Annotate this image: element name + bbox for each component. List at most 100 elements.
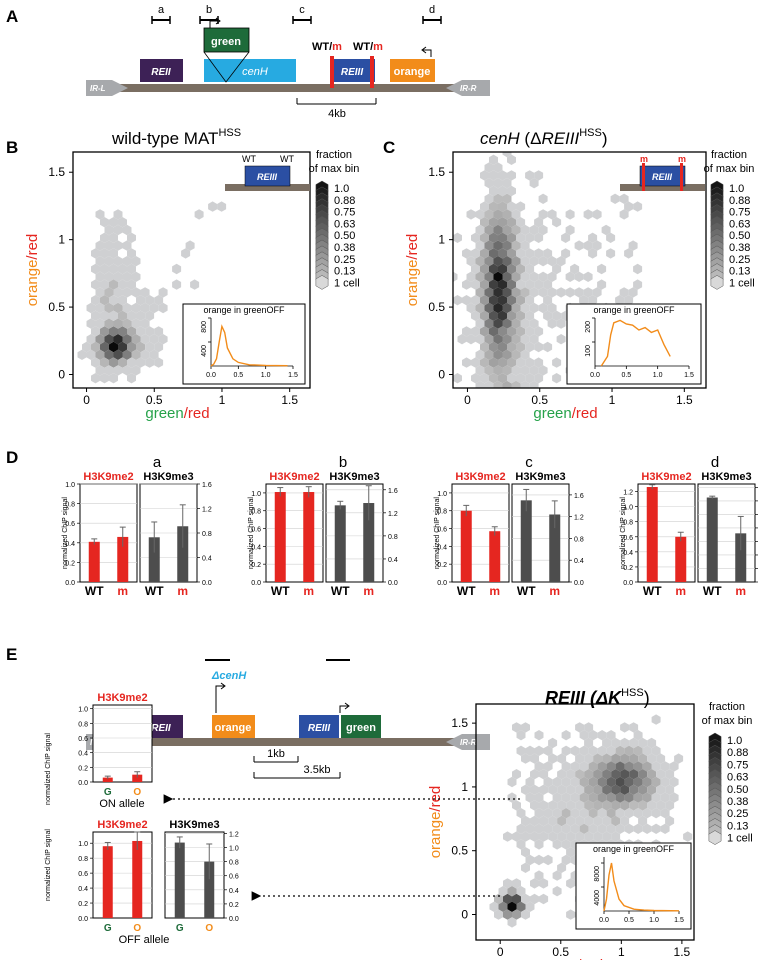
scatter-hex-bin: [561, 730, 571, 741]
bar-y-tick-label: 0.6: [78, 871, 88, 878]
scatter-hex-bin: [521, 815, 530, 827]
scatter-hex-bin: [579, 745, 589, 756]
scatter-hex-bin: [548, 815, 558, 827]
scatter-hex-bin: [86, 318, 96, 329]
legend-label: 0.75: [334, 207, 355, 219]
scatter-hex-bin: [606, 792, 616, 803]
scatter-hex-bin: [512, 396, 521, 406]
scatter-hex-bin: [95, 365, 105, 376]
scatter-hex-bin: [565, 224, 575, 236]
scatter-hex-bin: [471, 263, 480, 275]
bar-G: [102, 846, 113, 918]
legend-label: 0.13: [334, 266, 355, 278]
scatter-hex-bin: [462, 357, 471, 368]
scatter-hex-bin: [109, 373, 118, 384]
scatter-hex-bin: [489, 232, 498, 243]
bar-y-tick-label: 0.0: [574, 580, 584, 587]
scatter-hex-bin: [516, 263, 526, 275]
scatter-hex-bin: [511, 224, 521, 236]
scatter-hex-bin: [624, 761, 634, 772]
scatter-hex-bin: [588, 823, 598, 834]
scatter-hex-bin: [480, 201, 489, 212]
scatter-hex-bin: [502, 380, 512, 388]
scatter-hex-bin: [484, 287, 494, 298]
scatter-hex-bin: [498, 248, 507, 259]
legend-label: 0.50: [334, 230, 355, 242]
promoter-arrow-orange: [423, 49, 432, 57]
bar-title: H3K9me2: [97, 819, 147, 831]
scatter-hex-bin: [109, 326, 118, 337]
inset-x-tick-label: 1.5: [674, 917, 684, 924]
scatter-hex-bin: [638, 753, 648, 764]
scatter-hex-bin: [498, 373, 507, 384]
scatter-hex-bin: [100, 310, 109, 321]
panel-e-off-ylabel: normalized ChIP signal: [45, 829, 52, 901]
scatter-hex-bin: [538, 224, 548, 236]
scatter-hex-bin: [525, 170, 535, 181]
scatter-hex-bin: [489, 389, 498, 399]
bar-y-tick-label: 0.6: [623, 535, 633, 542]
panel-d-ylabel: normalized ChIP signal: [620, 497, 627, 569]
scatter-hex-bin: [669, 761, 679, 772]
scatter-hex-bin: [588, 776, 598, 788]
scatter-hex-bin: [570, 776, 580, 788]
panel-d-ylabel: normalized ChIP signal: [434, 497, 441, 569]
scatter-hex-bin: [529, 302, 539, 314]
scatter-hex-bin: [561, 823, 571, 834]
bar-title: H3K9me2: [455, 471, 505, 483]
panel-e-on-ylabel: normalized ChIP signal: [45, 733, 52, 805]
scatter-hex-bin: [511, 287, 521, 298]
scatter-hex-bin: [503, 893, 512, 905]
scatter-hex-bin: [95, 240, 105, 251]
scatter-hex-bin: [611, 815, 621, 827]
scatter-hex-bin: [534, 823, 544, 834]
green-reporter-box: [203, 27, 250, 53]
scatter-hex-bin: [606, 776, 616, 788]
bar-frame: [92, 704, 153, 783]
scatter-hex-bin: [534, 854, 544, 866]
scatter-hex-bin: [498, 389, 507, 399]
bar-y-tick-label: 0.0: [78, 916, 88, 923]
scatter-hex-bin: [529, 178, 539, 189]
scatter-hex-bin: [638, 815, 648, 827]
scatter-hex-bin: [543, 854, 553, 866]
y-axis-label: orange/red: [24, 234, 41, 307]
scatter-hex-bin: [516, 326, 526, 337]
scatter-hex-bin: [602, 784, 612, 795]
panel-letter-d: D: [6, 448, 18, 467]
scatter-hex-bin: [579, 792, 589, 803]
scatter-hex-bin: [493, 209, 503, 220]
scatter-hex-bin: [154, 357, 164, 368]
scatter-hex-bin: [633, 730, 643, 741]
scatter-hex-bin: [136, 326, 146, 337]
bar-y-tick-label: 1.2: [202, 507, 212, 514]
scatter-hex-bin: [453, 295, 462, 306]
scatter-hex-bin: [620, 737, 630, 749]
scatter-hex-bin: [480, 263, 489, 275]
scatter-hex-bin: [516, 232, 526, 243]
scatter-hex-bin: [624, 201, 634, 212]
bar-WT: [88, 541, 100, 582]
scatter-hex-bin: [100, 341, 109, 353]
scatter-hex-bin: [543, 808, 553, 819]
scatter-hex-bin: [145, 357, 155, 368]
scatter-hex-bin: [516, 357, 526, 368]
reiii-box-e: [299, 715, 339, 738]
scatter-hex-bin: [629, 769, 639, 780]
scatter-hex-bin: [520, 349, 530, 360]
scatter-hex-bin: [136, 357, 146, 368]
scatter-hex-bin: [507, 901, 517, 912]
scatter-hex-bin: [552, 373, 562, 384]
reiii-label-e: REIII: [308, 723, 330, 734]
inset-y-tick-label: 100: [585, 345, 592, 357]
scatter-hex-bin: [575, 769, 585, 780]
scatter-hex-bin: [140, 349, 150, 360]
scatter-hex-bin: [547, 287, 557, 298]
scatter-hex-bin: [109, 295, 118, 306]
panel-d-sublabel: b: [339, 454, 347, 471]
wt-m-label-right: WT/m: [353, 41, 383, 53]
panel-c-title-post: ): [602, 129, 608, 148]
panel-letter-a: A: [6, 7, 18, 26]
scatter-hex-bin: [633, 792, 643, 803]
scatter-hex-bin: [543, 310, 553, 321]
